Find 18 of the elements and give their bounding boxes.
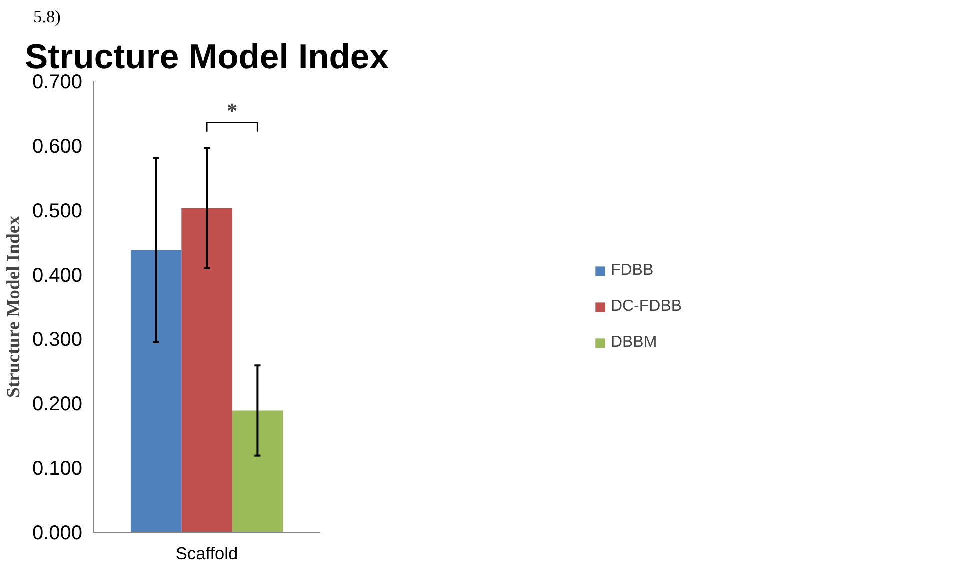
legend-label: DC-FDBB xyxy=(610,298,682,316)
y-tick-label: 0.600 xyxy=(32,136,83,158)
legend-label: DBBM xyxy=(610,334,658,352)
x-tick-label: Scaffold xyxy=(176,544,238,564)
y-tick-label: 0.300 xyxy=(32,329,83,352)
y-tick-label: 0.000 xyxy=(32,522,83,544)
bar xyxy=(130,250,182,532)
text: 5.8) xyxy=(34,8,62,26)
annotation: * xyxy=(227,98,238,123)
y-tick-label: 0.500 xyxy=(32,200,83,222)
bar xyxy=(232,410,284,532)
y-tick-label: 0.100 xyxy=(32,458,83,480)
y-tick-label: 0.700 xyxy=(32,72,83,94)
y-tick-label: 0.200 xyxy=(32,394,83,416)
bar xyxy=(182,208,232,532)
y-tick-label: 0.400 xyxy=(32,264,83,287)
legend-label: FDBB xyxy=(610,262,654,280)
y-axis-title: Structure Model Index xyxy=(3,215,24,398)
